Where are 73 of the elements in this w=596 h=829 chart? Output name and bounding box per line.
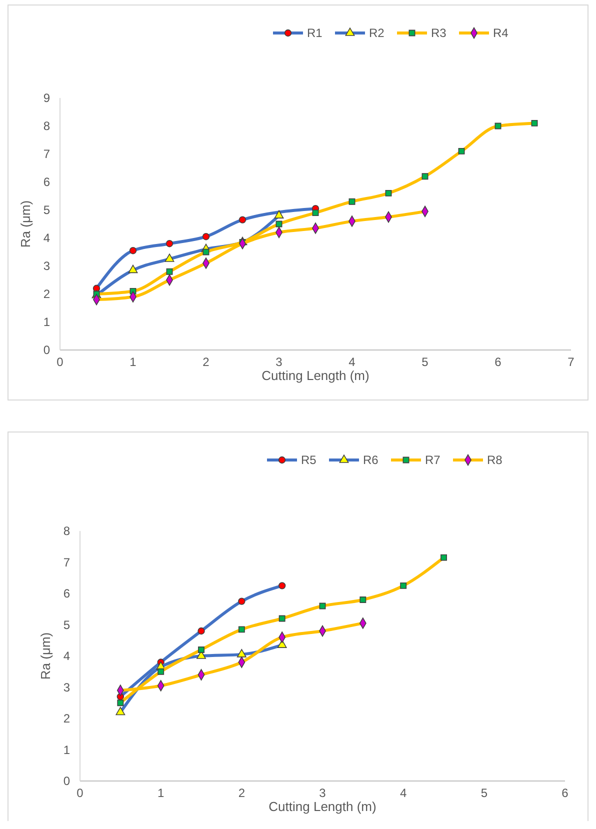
- y-tick-label: 6: [63, 586, 70, 600]
- legend-label: R3: [431, 26, 447, 40]
- y-tick-label: 7: [43, 147, 50, 161]
- point: [198, 627, 205, 635]
- point: [238, 598, 246, 605]
- point: [129, 247, 137, 254]
- point: [128, 264, 138, 274]
- point: [360, 596, 366, 603]
- y-tick-label: 6: [43, 175, 50, 189]
- point: [202, 233, 210, 240]
- y-tick-label: 4: [63, 649, 70, 663]
- legend-label: R5: [301, 453, 317, 467]
- y-axis-title: Ra (μm): [18, 200, 33, 248]
- legend-label: R8: [487, 453, 503, 467]
- point: [238, 626, 245, 633]
- point: [164, 254, 174, 262]
- y-tick-label: 8: [63, 524, 70, 538]
- legend-label: R4: [493, 26, 509, 40]
- point: [458, 148, 465, 154]
- legend-label: R6: [363, 453, 379, 467]
- y-tick-label: 3: [43, 259, 50, 273]
- point: [198, 646, 204, 653]
- x-axis-title: Cutting Length (m): [268, 799, 376, 814]
- point: [422, 173, 428, 180]
- point: [385, 190, 392, 196]
- point: [277, 640, 287, 648]
- x-tick-label: 4: [348, 355, 356, 369]
- point: [166, 240, 174, 248]
- legend-label: R7: [425, 453, 441, 467]
- point: [400, 582, 407, 589]
- point: [117, 700, 124, 706]
- x-tick-label: 4: [400, 786, 407, 800]
- point: [238, 216, 246, 224]
- x-tick-label: 6: [562, 786, 569, 800]
- y-tick-label: 0: [43, 343, 50, 357]
- x-tick-label: 5: [480, 786, 488, 800]
- point: [440, 554, 447, 561]
- x-axis-title: Cutting Length (m): [262, 368, 370, 383]
- y-tick-label: 2: [63, 712, 70, 726]
- y-axis-title: Ra (μm): [38, 632, 53, 680]
- y-tick-label: 5: [43, 203, 50, 217]
- x-tick-label: 3: [276, 355, 283, 369]
- x-tick-label: 7: [568, 355, 575, 369]
- point: [278, 582, 286, 590]
- y-tick-label: 5: [63, 618, 70, 632]
- point: [348, 198, 356, 205]
- y-tick-label: 0: [63, 774, 70, 788]
- x-tick-label: 1: [130, 355, 137, 369]
- point: [158, 668, 164, 675]
- x-tick-label: 3: [319, 786, 326, 800]
- y-tick-label: 9: [43, 91, 50, 105]
- point: [531, 120, 538, 126]
- x-tick-label: 2: [202, 355, 210, 369]
- x-tick-label: 6: [494, 355, 502, 369]
- point: [278, 615, 286, 622]
- y-tick-label: 3: [63, 680, 70, 694]
- point: [166, 268, 173, 275]
- x-tick-label: 2: [238, 786, 246, 800]
- point: [312, 210, 319, 216]
- point: [116, 706, 126, 716]
- legend-label: R1: [307, 26, 323, 40]
- y-tick-label: 1: [63, 742, 70, 757]
- legend-label: R2: [369, 26, 385, 40]
- x-tick-label: 1: [157, 786, 164, 800]
- y-tick-label: 8: [43, 119, 50, 133]
- y-tick-label: 1: [43, 315, 50, 329]
- point: [274, 210, 284, 218]
- x-tick-label: 0: [76, 786, 84, 800]
- y-tick-label: 4: [43, 231, 50, 245]
- point: [236, 649, 246, 658]
- y-tick-label: 7: [63, 555, 70, 570]
- y-tick-label: 2: [43, 287, 50, 301]
- x-tick-label: 5: [422, 355, 429, 369]
